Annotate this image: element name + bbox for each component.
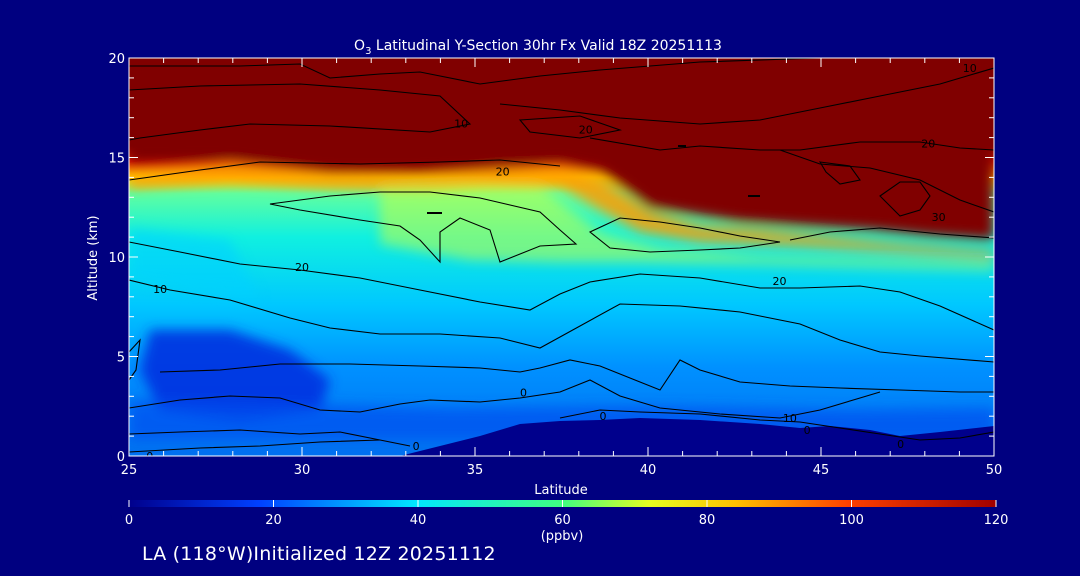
contour-label: 0 [600,410,607,423]
contour-label: 0 [520,386,527,399]
contour-label: 0 [804,424,811,437]
contour-label: 20 [772,275,786,288]
contour-label: 20 [496,165,510,178]
contour-label: 20 [921,138,935,151]
colorbar-tick-label: 0 [125,513,133,528]
colorbar-tick-label: 20 [265,513,282,528]
contour-label: 10 [783,412,797,425]
terrain-mask [400,418,994,456]
stratosphere-region [129,58,994,240]
contour-label: 10 [963,62,977,75]
y-tick-label: 20 [108,52,125,67]
x-tick-label: 30 [294,463,311,478]
contour-dashes [427,145,760,214]
plot-area: 10 20 20 0 0 0 0 20 10 0 0 20 10 10 20 30 [129,58,994,463]
colorbar-tick-label: 60 [554,513,571,528]
contour-label: 30 [932,211,946,224]
colorbar-tick-label: 80 [699,513,716,528]
contour-labels: 10 20 20 0 0 0 0 20 10 0 0 20 10 10 20 30 [146,62,977,463]
mid-cyan-west [129,228,260,300]
colorbar-ticks: 0 20 40 60 80 100 120 [125,500,1009,528]
contour-label: 0 [146,450,153,463]
contour-label: 0 [413,440,420,453]
contour-label: 20 [295,261,309,274]
x-tick-label: 40 [640,463,657,478]
colorbar-tick-label: 100 [839,513,864,528]
x-axis-label: Latitude [534,483,588,498]
y-tick-label: 10 [108,251,125,266]
colorbar-tick-label: 40 [410,513,427,528]
contour-lines [129,58,994,453]
colorbar-tick-label: 120 [984,513,1009,528]
y-tick-label: 5 [117,351,125,366]
y-axis-label: Altitude (km) [86,215,101,300]
x-tick-label: 50 [986,463,1003,478]
x-tick-label: 35 [467,463,484,478]
x-tick-label: 25 [121,463,138,478]
axes: 25 30 35 40 45 50 0 5 10 15 20 [108,52,1002,478]
tropopause-band [129,164,994,258]
colorbar-unit: (ppbv) [541,529,584,544]
contour-label: 0 [897,438,904,451]
y-tick-label: 0 [117,450,125,465]
footer-caption: LA (118°W)Initialized 12Z 20251112 [142,543,496,565]
contour-label: 10 [153,283,167,296]
x-tick-label: 45 [813,463,830,478]
chart-title: O3 Latitudinal Y-Section 30hr Fx Valid 1… [354,38,722,57]
low-ozone-pocket-west [140,330,330,420]
contour-label: 20 [579,124,593,137]
contour-label: 10 [454,118,468,131]
y-tick-label: 15 [108,152,125,167]
